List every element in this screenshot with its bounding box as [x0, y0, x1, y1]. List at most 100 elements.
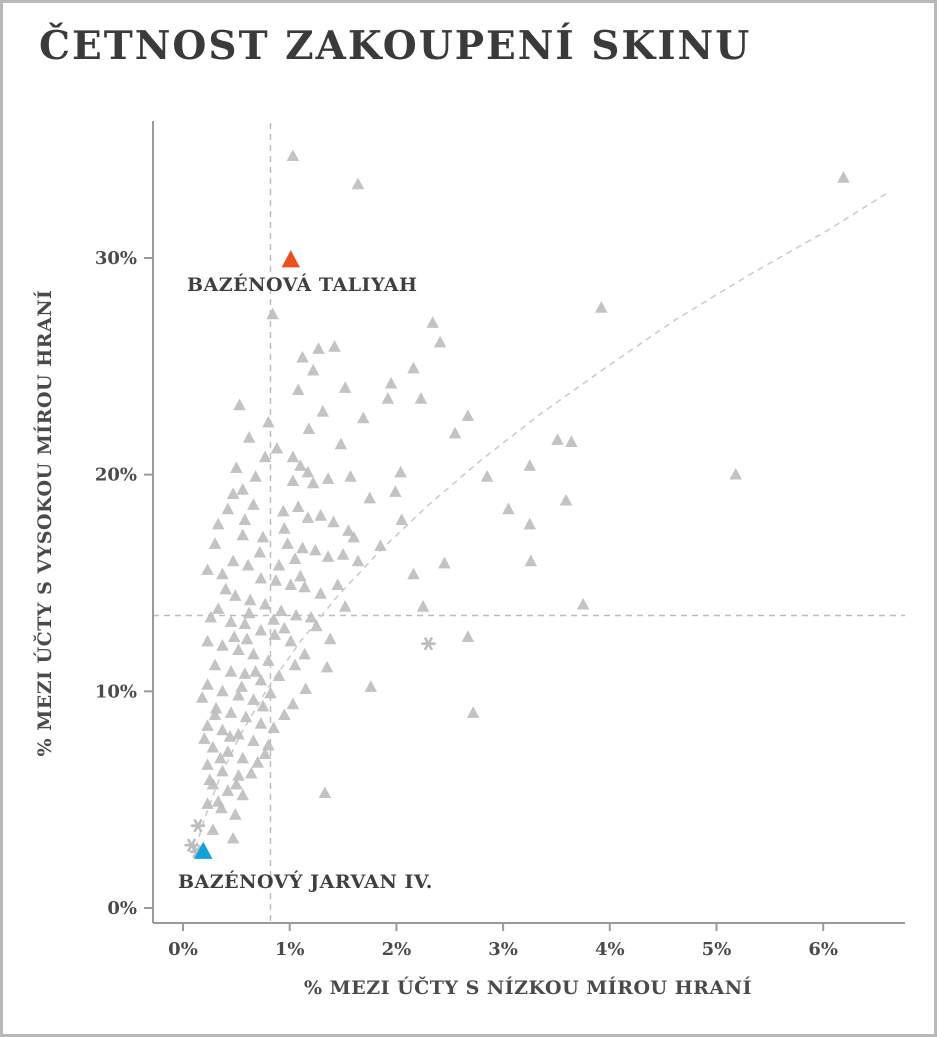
scatter-point-triangle [206, 823, 220, 835]
x-tick-label: 0% [168, 939, 198, 960]
scatter-point-triangle [438, 556, 451, 569]
scatter-point-triangle [195, 691, 209, 703]
scatter-point-triangle [256, 530, 270, 543]
scatter-point-triangle [344, 470, 357, 482]
scatter-point-triangle [226, 831, 240, 844]
scatter-point-triangle [203, 773, 216, 786]
scatter-point-triangle [338, 381, 352, 393]
scatter-point-triangle [216, 567, 229, 580]
scatter-point-triangle [240, 632, 254, 645]
scatter-point-triangle [221, 502, 235, 515]
scatter-point-triangle [249, 470, 262, 482]
scatter-point-triangle [219, 582, 232, 595]
scatter-point-triangle [321, 472, 335, 484]
scatter-point-triangle [238, 617, 252, 630]
scatter-point-triangle [284, 634, 298, 647]
scatter-point-triangle [267, 613, 280, 625]
chart-title: ČETNOST ZAKOUPENÍ SKINU [39, 23, 752, 69]
scatter-point-triangle [304, 610, 318, 623]
scatter-point-triangle [266, 307, 279, 320]
y-tick-label: 10% [95, 681, 137, 702]
scatter-point-triangle [278, 708, 291, 721]
highlight-label-bazenova-taliyah: BAZÉNOVÁ TALIYAH [187, 274, 418, 296]
scatter-point-triangle [227, 630, 241, 643]
scatter-point-triangle [407, 567, 420, 580]
scatter-point-triangle [837, 171, 850, 183]
scatter-point-triangle [294, 459, 307, 471]
y-axis-label: % MEZI ÚČTY S VYSOKOU MÍROU HRANÍ [34, 289, 56, 757]
scatter-point-triangle [480, 470, 494, 482]
scatter-point-triangle [298, 647, 311, 660]
scatter-point-triangle [236, 751, 250, 764]
scatter-point-triangle [247, 693, 260, 705]
scatter-point-triangle [258, 597, 272, 610]
scatter-point-triangle [235, 680, 248, 692]
scatter-point-triangle [241, 558, 255, 571]
scatter-point-triangle [238, 667, 252, 679]
y-tick-label: 20% [95, 465, 137, 486]
scatter-point-triangle [251, 756, 264, 768]
scatter-point-triangle [232, 643, 245, 656]
scatter-point-triangle [318, 786, 332, 799]
scatter-point-triangle [211, 517, 225, 530]
scatter-point-triangle [272, 669, 286, 682]
scatter-point-triangle [523, 517, 537, 530]
scatter-point-triangle [221, 745, 235, 757]
scatter-point-triangle [214, 751, 227, 764]
y-tick-label: 30% [95, 248, 137, 269]
scatter-point-triangle [314, 587, 327, 599]
scatter-point-triangle [466, 706, 480, 718]
scatter-point-triangle [242, 431, 256, 443]
scatter-point-triangle [461, 409, 475, 422]
scatter-point-triangle [253, 545, 267, 558]
scatter-point-triangle [254, 571, 268, 584]
scatter-point-triangle [301, 465, 315, 478]
scatter-point-triangle [320, 660, 334, 673]
scatter-point-triangle [208, 537, 222, 549]
scatter-point-triangle [316, 405, 330, 417]
scatter-point-triangle [298, 580, 311, 593]
scatter-point-triangle [278, 522, 291, 534]
scatter-point-triangle [233, 398, 246, 411]
scatter-point-triangle [523, 459, 537, 471]
scatter-point-triangle [306, 476, 320, 489]
scatter-point-triangle [576, 597, 590, 610]
scatter-point-triangle [272, 558, 286, 571]
scatter-point-triangle [201, 634, 214, 647]
scatter-point-triangle [211, 602, 225, 614]
highlight-point [281, 250, 300, 268]
scatter-point-triangle [208, 708, 222, 721]
scatter-point-triangle [224, 665, 238, 677]
x-tick-label: 2% [382, 939, 412, 960]
scatter-point-triangle [267, 721, 280, 734]
x-tick-label: 3% [488, 939, 518, 960]
scatter-point-triangle [374, 539, 387, 552]
scatter-point-triangle [389, 485, 402, 497]
scatter-point-triangle [274, 604, 288, 617]
scatter-point-triangle [245, 766, 258, 779]
scatter-point-triangle [239, 710, 253, 723]
scatter-point-triangle [729, 467, 742, 480]
scatter-point-triangle [226, 554, 240, 567]
scatter-point-triangle [232, 688, 245, 701]
scatter-point-triangle [327, 515, 340, 528]
scatter-point-triangle [296, 541, 309, 554]
scatter-point-triangle [258, 747, 272, 760]
scatter-point-triangle [461, 630, 475, 643]
scatter-point-asterisk [424, 637, 433, 651]
scatter-point-triangle [268, 628, 282, 640]
scatter-point-triangle [357, 411, 370, 424]
scatter-point-triangle [242, 606, 256, 619]
scatter-point-triangle [334, 437, 348, 450]
scatter-point-triangle [306, 363, 320, 376]
scatter-point-triangle [565, 435, 578, 448]
scatter-point-triangle [364, 680, 378, 692]
scatter-point-triangle [448, 426, 462, 439]
scatter-point-triangle [310, 619, 323, 632]
scatter-point-triangle [229, 808, 242, 820]
x-tick-label: 5% [702, 939, 732, 960]
scatter-point-triangle [291, 500, 305, 513]
scatter-point-triangle [223, 730, 237, 742]
scatter-point-triangle [299, 682, 312, 695]
